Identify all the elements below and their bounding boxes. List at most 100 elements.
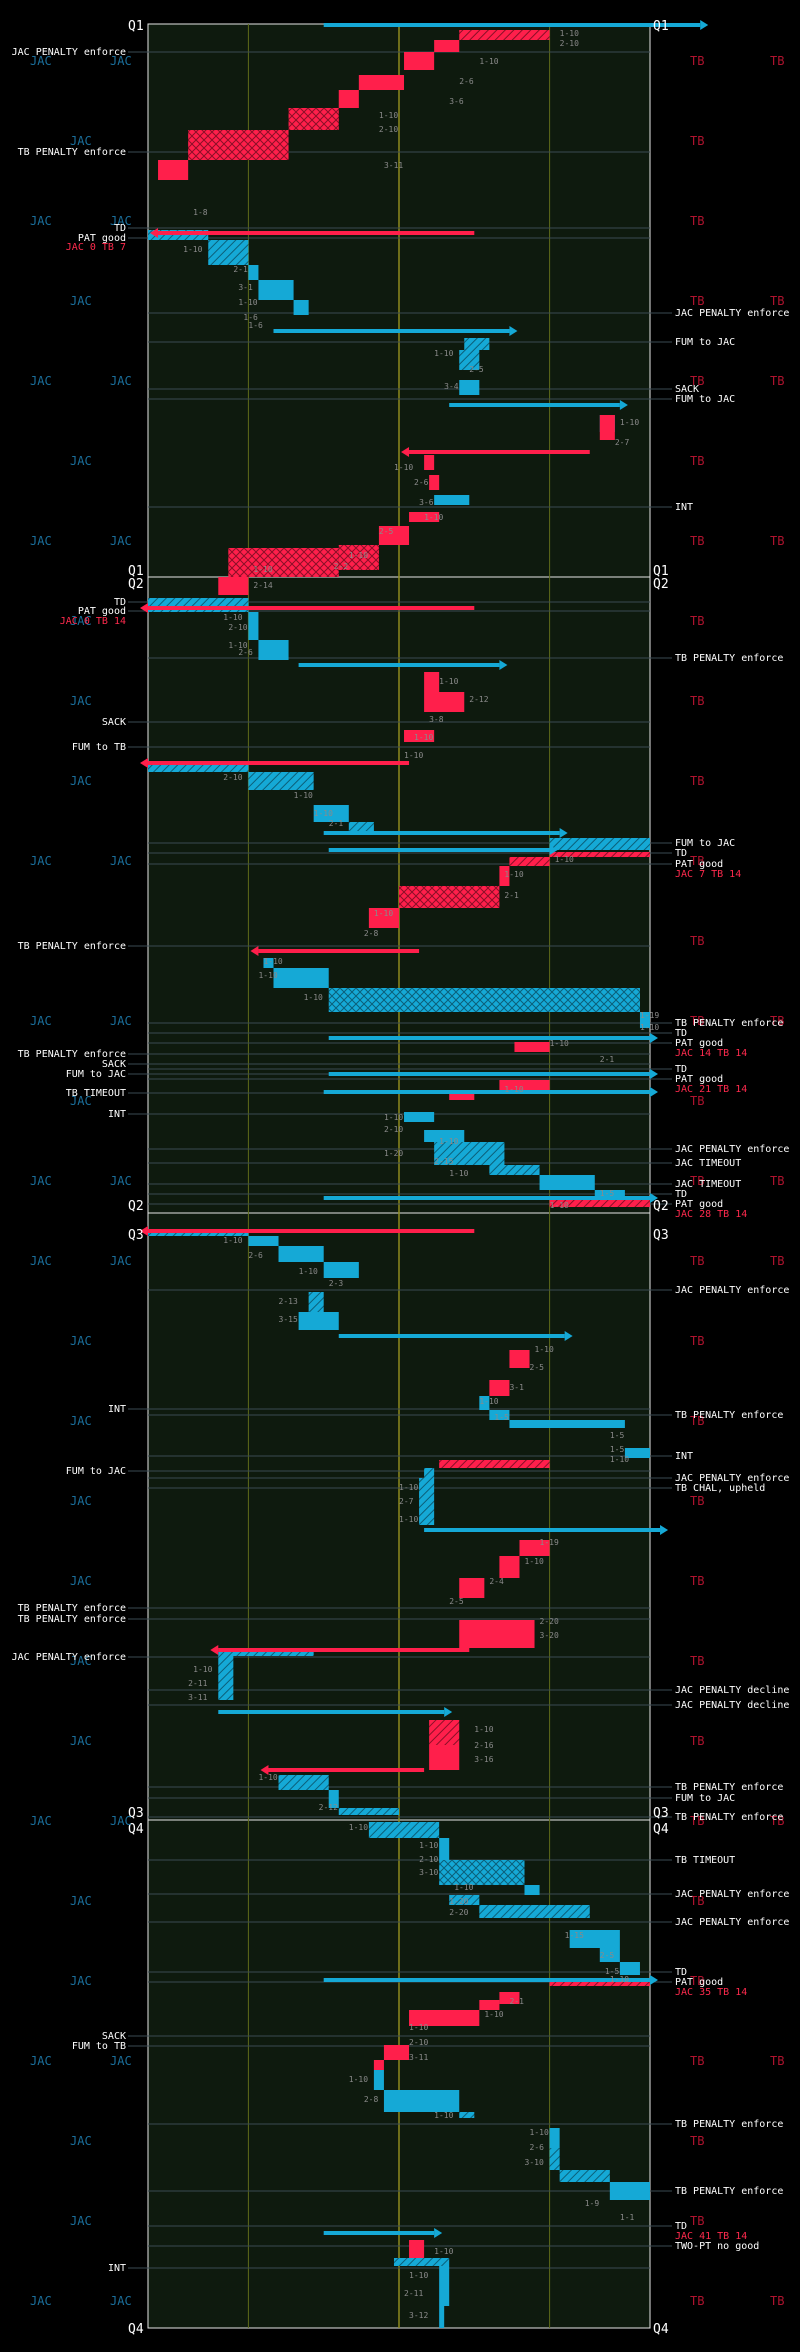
team-label-tb: TB [690,134,704,148]
annotation-left: INT [108,2263,126,2274]
play-bar [328,1790,339,1808]
quarter-label-start-right: Q2 [653,577,669,592]
annotation-right: TD [675,1189,687,1200]
play-bar [609,2182,650,2200]
annotation-left: JAC 0 TB 14 [60,616,126,627]
down-distance-label: 2-10 [409,2038,428,2047]
drive-arrowhead [700,20,709,30]
team-label-tb: TB [690,694,704,708]
annotation-right: INT [675,502,693,513]
down-distance-label: 3-11 [409,2053,428,2062]
annotation-right: TB TIMEOUT [675,1855,735,1866]
down-distance-label: 1-10 [394,463,413,472]
annotation-right: JAC PENALTY enforce [675,1917,789,1928]
down-distance-label: 1-10 [379,111,398,120]
play-bar [338,1808,399,1815]
down-distance-label: 1-19 [640,1011,659,1020]
down-distance-label: 3-1 [238,283,253,292]
annotation-right: TD [675,1064,687,1075]
annotation-left: FUM to JAC [66,1069,126,1080]
annotation-right: FUM to JAC [675,337,735,348]
play-bar [499,866,510,886]
play-bar [373,2060,384,2070]
play-bar [409,512,440,522]
annotation-right: PAT good [675,1074,723,1085]
play-bar [539,1175,595,1190]
drive-arrow [328,848,550,852]
down-distance-label: 1-10 [263,957,282,966]
down-distance-label: 1-10 [449,1169,468,1178]
play-bar [439,2266,450,2306]
drive-arrowhead [559,828,568,838]
annotation-left: INT [108,1404,126,1415]
annotation-left: PAT good [78,606,126,617]
team-label-tb: TB [770,2054,784,2068]
quarter-label-start-right: Q1 [653,19,669,34]
down-distance-label: 2-20 [449,1908,468,1917]
down-distance-label: 3-10 [525,2158,544,2167]
play-bar [459,380,480,395]
play-bar [328,988,640,1012]
down-distance-label: 2-12 [319,1803,338,1812]
play-bar [424,672,440,692]
down-distance-label: 1-10 [349,2075,368,2084]
play-bar [419,1478,435,1525]
quarter-label-end-right: Q2 [653,1199,669,1214]
play-bar [323,1262,359,1278]
annotation-right: TB PENALTY enforce [675,1410,783,1421]
down-distance-label: 3-20 [540,1631,559,1640]
drive-arrow [328,1036,650,1040]
down-distance-label: 2-20 [540,1617,559,1626]
play-bar [434,40,460,52]
play-bar [549,1200,650,1207]
team-label-jac: JAC [70,694,92,708]
annotation-right: FUM to JAC [675,1793,735,1804]
annotation-left: TD [114,597,126,608]
down-distance-label: 2-1 [509,1997,524,2006]
annotation-right: JAC 21 TB 14 [675,1084,747,1095]
team-label-tb: TB [690,54,704,68]
down-distance-label: 1-10 [434,349,453,358]
down-distance-label: 2-11 [404,2289,423,2298]
team-label-tb: TB [690,1574,704,1588]
play-bar [404,1112,435,1122]
down-distance-label: 1-10 [384,1113,403,1122]
play-bar [338,90,359,108]
drive-arrowhead [140,758,148,768]
play-bar [524,1885,540,1895]
play-bar [434,1155,505,1165]
annotation-right: PAT good [675,1199,723,1210]
play-bar [424,455,435,470]
play-bar [549,838,650,850]
play-bar [599,415,615,440]
play-bar [409,2240,425,2258]
down-distance-label: 1-10 [183,245,202,254]
down-distance-label: 2-8 [364,2095,379,2104]
annotation-right: TB PENALTY enforce [675,2119,783,2130]
quarter-label-end: Q3 [128,1806,144,1821]
down-distance-label: 1-15 [565,1931,584,1940]
down-distance-label: 1-10 [434,2247,453,2256]
drive-arrow [268,1768,425,1772]
play-bar [479,1396,490,1410]
annotation-left: PAT good [78,233,126,244]
down-distance-label: 2-10 [379,125,398,134]
annotation-right: PAT good [675,1038,723,1049]
annotation-left: TB PENALTY enforce [18,1614,126,1625]
team-label-jac: JAC [30,2054,52,2068]
team-label-jac: JAC [30,854,52,868]
play-bar [424,1130,465,1142]
team-label-tb: TB [690,1094,704,1108]
down-distance-label: 1-5 [605,1967,620,1976]
drive-arrowhead [210,1645,219,1655]
down-distance-label: 1-10 [223,613,242,622]
annotation-right: TD [675,848,687,859]
annotation-right: JAC 35 TB 14 [675,1987,747,1998]
play-bar [338,545,379,570]
drive-arrow [148,761,410,765]
team-label-jac: JAC [70,1334,92,1348]
down-distance-label: 3-6 [449,97,464,106]
play-bar [404,52,435,70]
down-distance-label: 1-10 [504,1085,523,1094]
down-distance-label: 1-10 [424,513,443,522]
